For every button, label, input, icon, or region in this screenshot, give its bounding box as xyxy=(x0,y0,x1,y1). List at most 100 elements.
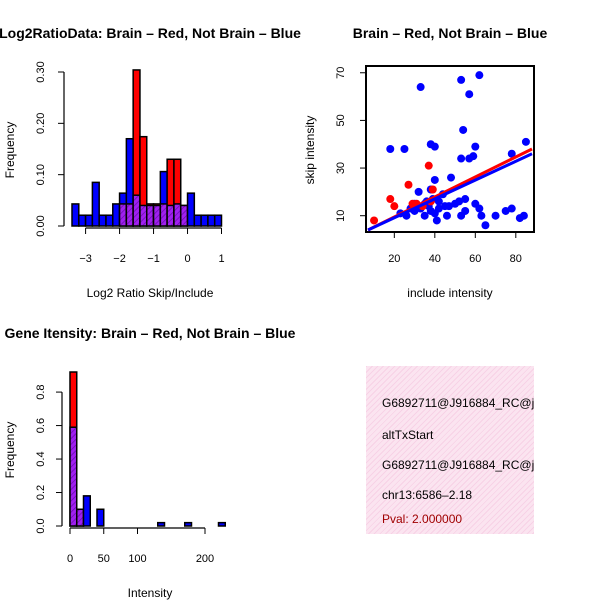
scatter-point-not-brain xyxy=(457,75,466,84)
log2-ratio-histogram: Log2RatioData: Brain – Red, Not Brain – … xyxy=(0,25,301,300)
scatter-point-not-brain xyxy=(432,216,441,225)
gene-intensity-xlabel: Intensity xyxy=(128,586,173,600)
y-tick-label: 0.4 xyxy=(35,451,47,466)
scatter-point-not-brain xyxy=(507,204,516,213)
scatter-point-brain xyxy=(370,216,379,225)
pval-line: Pval: 2.000000 xyxy=(382,512,463,526)
gene-intensity-bars xyxy=(69,371,226,527)
hist-bar-overlap xyxy=(179,204,189,227)
log2-ratio-ylabel: Frequency xyxy=(3,122,17,179)
scatter-title: Brain – Red, Not Brain – Blue xyxy=(353,25,548,41)
event-type-line: altTxStart xyxy=(382,428,434,442)
intensity-scatter: Brain – Red, Not Brain – Blue 20 40 60 80 10… xyxy=(303,25,547,300)
x-tick-label: −2 xyxy=(113,253,126,265)
hist-bar xyxy=(186,192,196,227)
hist-bar xyxy=(98,214,107,227)
x-tick-label: −3 xyxy=(79,253,92,265)
scatter-point-not-brain xyxy=(414,187,423,196)
hist-bar xyxy=(157,521,166,527)
hist-bar xyxy=(184,521,193,527)
scatter-point-not-brain xyxy=(501,206,510,215)
location-line: chr13:6586–2.18 xyxy=(382,488,473,502)
scatter-point-not-brain xyxy=(477,211,486,220)
y-tick-label: 0.0 xyxy=(35,518,47,533)
scatter-axes: 20 40 60 80 10 30 50 70 xyxy=(335,67,522,265)
y-tick-label: 30 xyxy=(335,162,347,174)
x-tick-label: 50 xyxy=(98,553,110,565)
scatter-point-not-brain xyxy=(444,202,453,211)
y-tick-label: 70 xyxy=(335,67,347,79)
y-tick-label: 50 xyxy=(335,114,347,126)
scatter-point-not-brain xyxy=(457,211,466,220)
hist-bar-overlap xyxy=(152,204,162,227)
hist-bar xyxy=(213,214,223,227)
scatter-point-not-brain xyxy=(507,149,516,158)
scatter-point-not-brain xyxy=(420,211,429,220)
hist-bar xyxy=(78,214,87,227)
scatter-point-brain xyxy=(424,161,433,170)
hist-bar-overlap xyxy=(166,204,175,227)
scatter-fit-lines xyxy=(367,147,533,232)
scatter-point-not-brain xyxy=(386,145,395,153)
y-tick-label: 0.8 xyxy=(35,384,47,399)
y-tick-label: 0.20 xyxy=(35,113,47,134)
hist-bar xyxy=(91,181,100,227)
y-tick-label: 0.10 xyxy=(35,164,47,185)
log2-ratio-bars xyxy=(71,69,223,227)
hist-bar-overlap xyxy=(139,204,148,227)
scatter-point-not-brain xyxy=(469,152,478,161)
scatter-point-not-brain xyxy=(475,204,484,213)
info-panel: G6892711@J916884_RC@j_at altTxStart G689… xyxy=(366,366,534,534)
hist-bar-overlap xyxy=(69,426,78,527)
probe-id-line: G6892711@J916884_RC@j_at xyxy=(382,396,534,410)
scatter-point-not-brain xyxy=(442,211,451,220)
scatter-point-not-brain xyxy=(461,195,470,204)
gene-intensity-ylabel: Frequency xyxy=(3,422,17,479)
hist-bar xyxy=(84,214,94,227)
scatter-point-not-brain xyxy=(521,137,530,146)
scatter-points xyxy=(370,71,530,230)
scatter-point-brain xyxy=(404,180,413,189)
scatter-point-not-brain xyxy=(457,154,466,163)
x-tick-label: 1 xyxy=(218,253,224,265)
hist-bar xyxy=(217,521,226,527)
hist-bar-overlap xyxy=(132,194,141,227)
log2-ratio-axes: −3 −2 −1 0 1 0.00 0.10 0.20 0.30 xyxy=(35,61,225,265)
y-tick-label: 0.6 xyxy=(35,418,47,433)
fit-line-blue xyxy=(367,152,533,232)
scatter-point-not-brain xyxy=(430,175,439,184)
scatter-point-brain xyxy=(428,185,437,194)
hist-bar xyxy=(193,214,202,227)
x-tick-label: 0 xyxy=(67,553,73,565)
hist-bar xyxy=(207,214,216,227)
gene-intensity-axes: 0 50 100 200 0.0 0.2 0.4 0.6 0.8 xyxy=(35,384,214,565)
y-tick-label: 10 xyxy=(335,210,347,222)
scatter-point-not-brain xyxy=(475,71,484,80)
x-tick-label: 60 xyxy=(469,253,481,265)
scatter-point-not-brain xyxy=(481,221,490,230)
y-tick-label: 0.30 xyxy=(35,61,47,82)
x-tick-label: −1 xyxy=(147,253,160,265)
x-tick-label: 100 xyxy=(128,553,146,565)
hist-bar xyxy=(105,214,114,227)
scatter-point-not-brain xyxy=(455,197,464,206)
scatter-point-not-brain xyxy=(430,142,439,151)
hist-bar xyxy=(71,203,80,227)
hist-bar-overlap xyxy=(118,203,128,227)
scatter-point-not-brain xyxy=(465,90,474,99)
scatter-point-not-brain xyxy=(491,211,500,220)
y-tick-label: 0.2 xyxy=(35,485,47,500)
scatter-point-not-brain xyxy=(471,142,480,151)
y-tick-label: 0.00 xyxy=(35,215,47,236)
hist-bar-overlap xyxy=(125,203,134,227)
hist-bar xyxy=(112,203,121,227)
log2-ratio-title: Log2RatioData: Brain – Red, Not Brain – … xyxy=(0,25,301,41)
gene-intensity-title: Gene Itensity: Brain – Red, Not Brain – … xyxy=(5,325,296,341)
scatter-xlabel: include intensity xyxy=(407,286,492,300)
gene-intensity-histogram: Gene Itensity: Brain – Red, Not Brain – … xyxy=(3,325,296,600)
scatter-point-not-brain xyxy=(519,211,528,220)
hist-bar xyxy=(200,214,209,227)
x-tick-label: 80 xyxy=(510,253,522,265)
probe-id-line-2: G6892711@J916884_RC@j_at xyxy=(382,458,534,472)
